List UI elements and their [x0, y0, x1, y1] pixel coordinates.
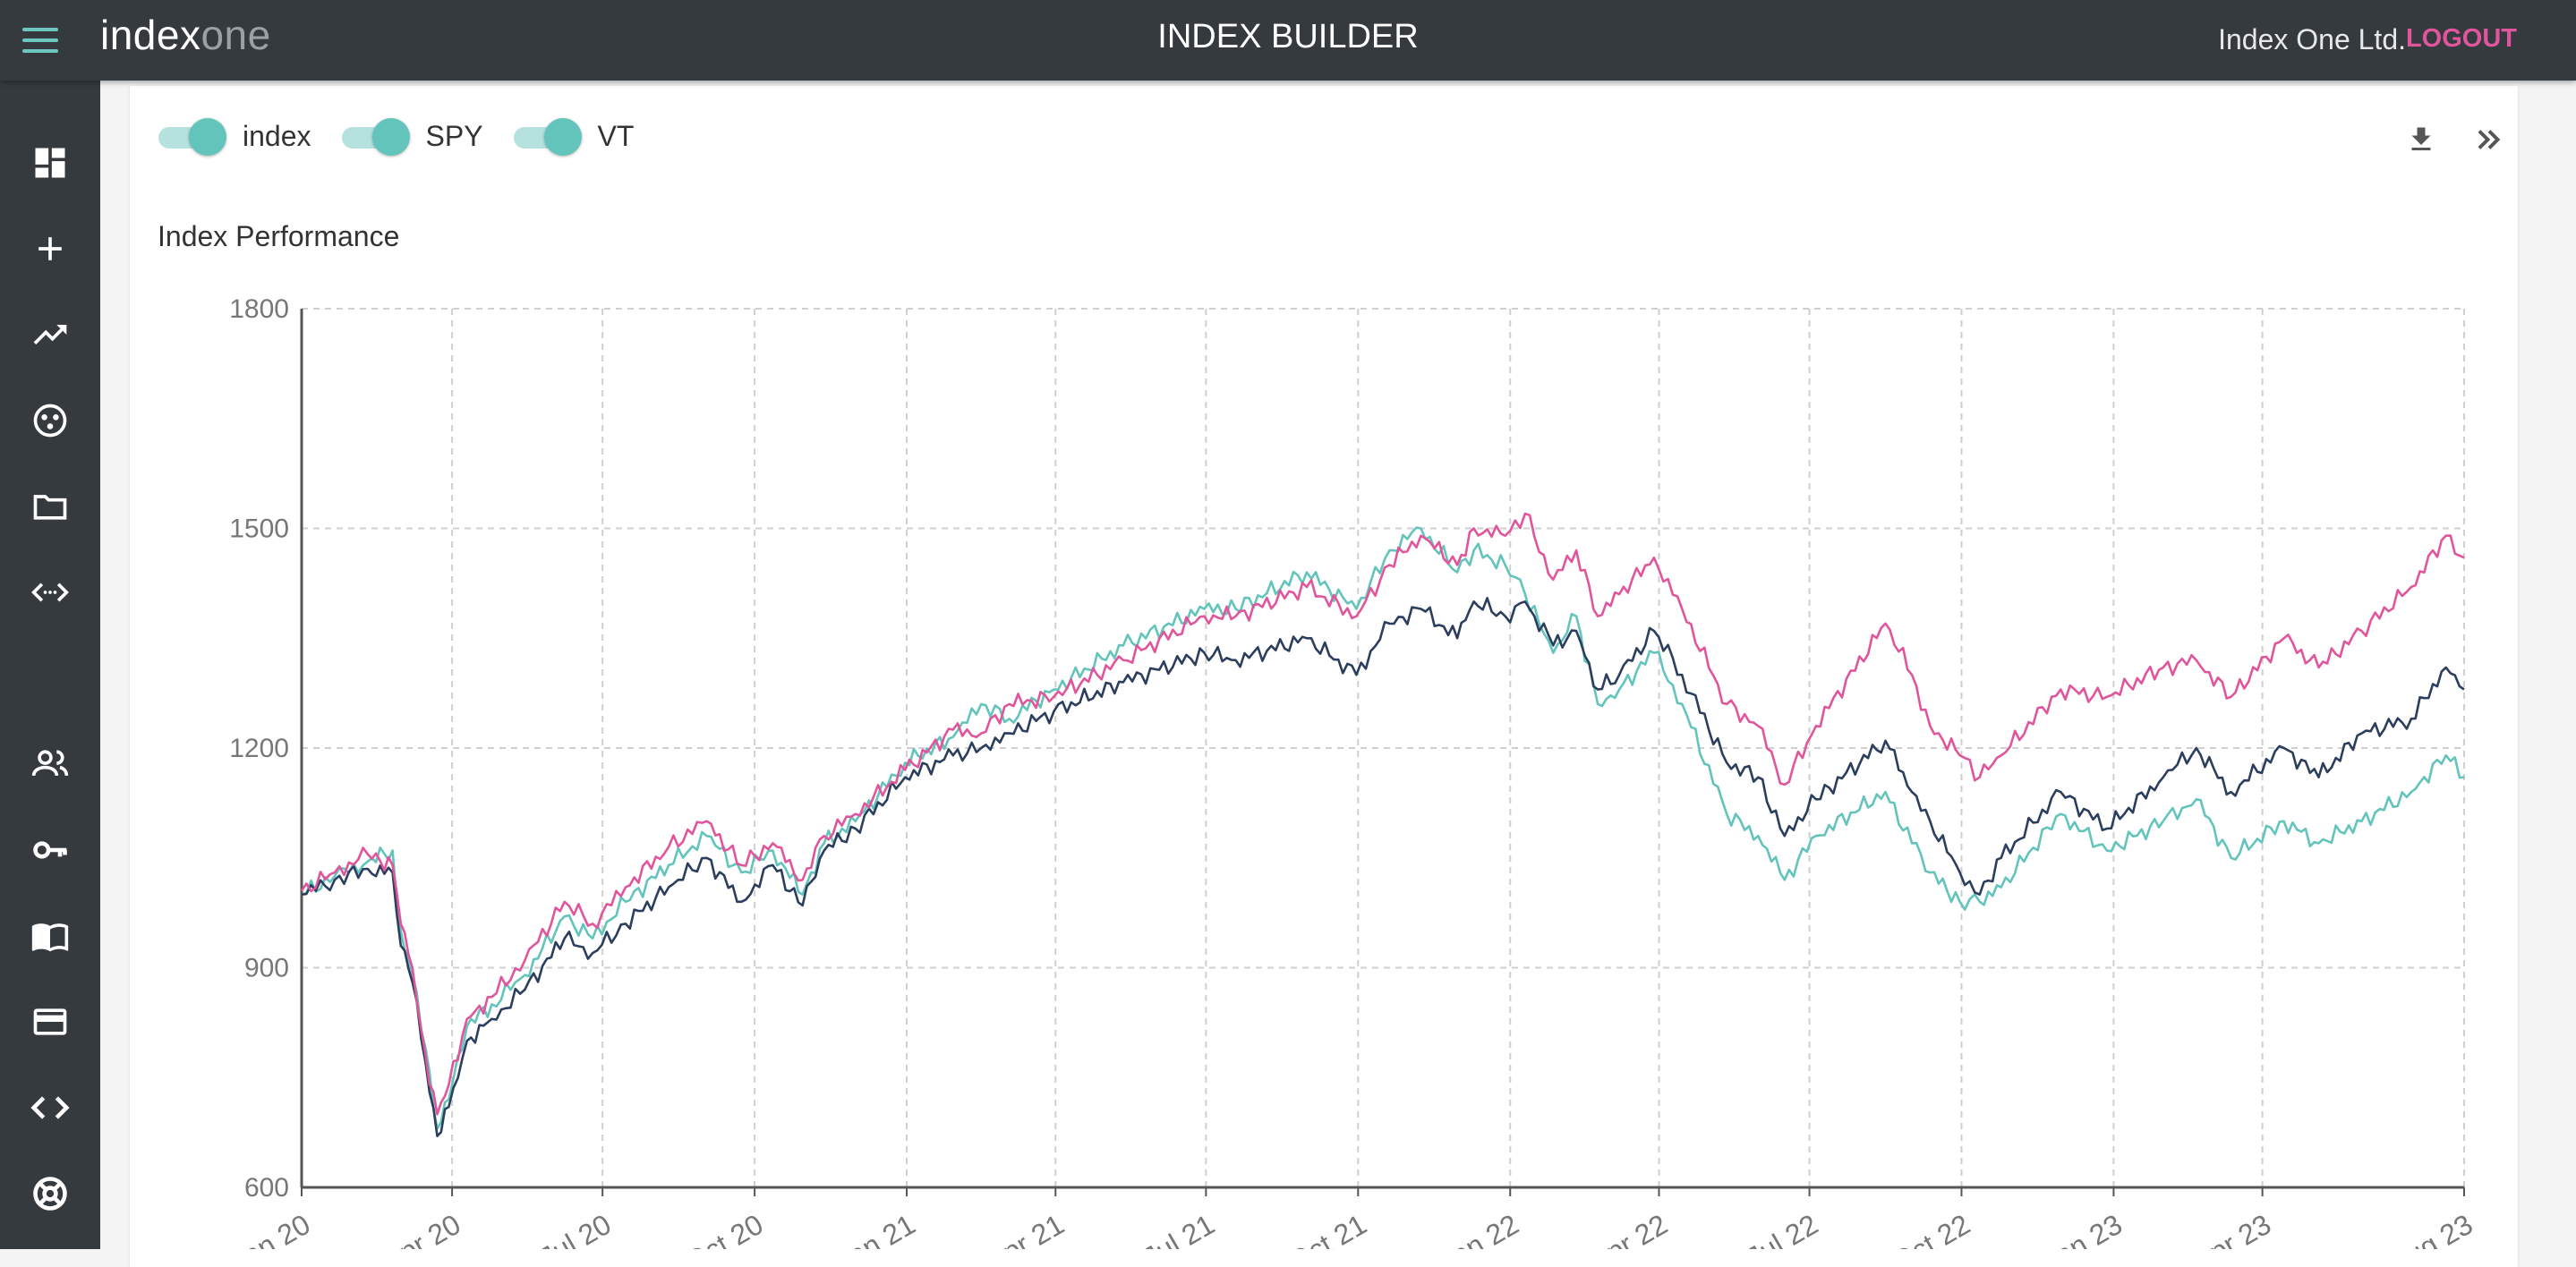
book-icon[interactable] [0, 893, 100, 979]
x-tick-label: Jul 22 [1741, 1208, 1823, 1249]
lifebuoy-icon[interactable] [0, 1151, 100, 1237]
x-tick-label: Apr 22 [1583, 1208, 1673, 1249]
y-tick-label: 600 [244, 1173, 289, 1203]
toggle-switch[interactable] [513, 118, 582, 156]
toggle-switch[interactable] [158, 118, 226, 156]
x-tick-label: Jul 21 [1138, 1208, 1220, 1249]
logo-text-secondary: one [200, 12, 271, 58]
logout-button[interactable]: LOGOUT [2405, 24, 2517, 53]
x-tick-label: Oct 21 [1283, 1208, 1372, 1249]
x-tick-label: Oct 20 [679, 1208, 769, 1249]
x-tick-label: Apr 21 [980, 1208, 1070, 1249]
code-arrows-icon[interactable] [0, 549, 100, 635]
toggle-index[interactable]: index [158, 118, 311, 156]
chart-card: index SPY VT Index Performance [130, 86, 2518, 1267]
y-tick-label: 900 [244, 954, 289, 983]
toggle-label: SPY [425, 119, 483, 152]
folder-icon[interactable] [0, 463, 100, 549]
series-line-index [300, 512, 2465, 1116]
dashboard-icon[interactable] [0, 120, 100, 206]
page-title: INDEX BUILDER [1157, 18, 1419, 55]
series-toggles: index SPY VT [158, 118, 664, 156]
y-tick-label: 1500 [229, 514, 289, 544]
hamburger-menu-icon[interactable] [18, 20, 63, 61]
credit-card-icon[interactable] [0, 979, 100, 1065]
toggle-switch[interactable] [341, 118, 410, 156]
cluster-icon[interactable] [0, 378, 100, 463]
key-icon[interactable] [0, 807, 100, 893]
toggle-spy[interactable]: SPY [341, 118, 483, 156]
x-tick-label: Apr 23 [2188, 1208, 2277, 1249]
x-tick-label: Jan 20 [225, 1208, 315, 1249]
x-tick-label: Oct 22 [1886, 1208, 1975, 1249]
toggle-vt[interactable]: VT [513, 118, 635, 156]
x-tick-label: Apr 20 [377, 1208, 466, 1249]
x-tick-label: Jan 21 [830, 1208, 920, 1249]
company-name: Index One Ltd. [2218, 23, 2406, 55]
series-line-vt [301, 526, 2465, 1130]
trending-up-icon[interactable] [0, 292, 100, 378]
y-tick-label: 1800 [229, 294, 289, 324]
logo-text-primary: index [100, 12, 201, 58]
double-chevron-right-icon[interactable] [2468, 118, 2511, 161]
sidebar [0, 81, 100, 1249]
download-icon[interactable] [2400, 118, 2443, 161]
x-tick-label: Aug 23 [2384, 1208, 2478, 1249]
people-icon[interactable] [0, 721, 100, 807]
series-line-spy [301, 597, 2465, 1137]
toggle-label: VT [597, 119, 635, 152]
y-tick-label: 1200 [229, 734, 289, 763]
code-icon[interactable] [0, 1065, 100, 1151]
x-tick-label: Jul 20 [534, 1208, 617, 1249]
top-bar: indexone INDEX BUILDER Index One Ltd. LO… [0, 0, 2576, 81]
x-tick-label: Jan 22 [1434, 1208, 1524, 1249]
x-tick-label: Jan 23 [2037, 1208, 2128, 1249]
app-logo[interactable]: indexone [100, 11, 271, 59]
add-icon[interactable] [0, 206, 100, 292]
chart-title: Index Performance [158, 220, 400, 252]
toggle-label: index [243, 119, 311, 152]
